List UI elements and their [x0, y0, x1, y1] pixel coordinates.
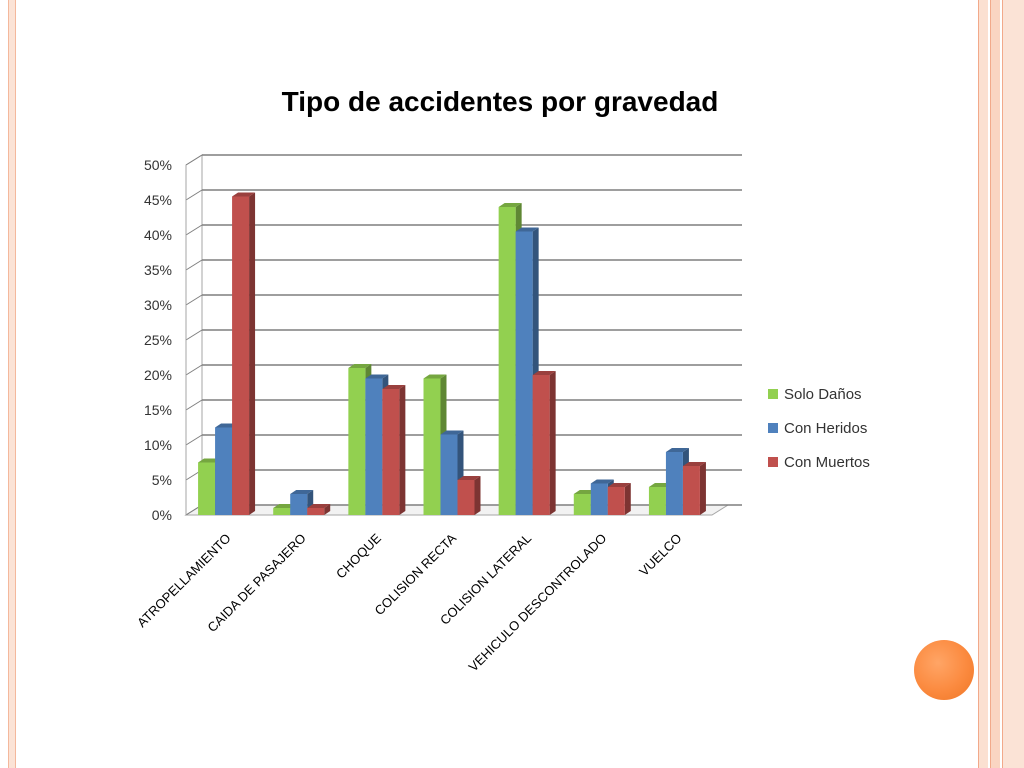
legend-label: Solo Daños [784, 386, 862, 403]
legend-label: Con Heridos [784, 420, 867, 437]
x-tick-label: VUELCO [636, 531, 684, 579]
bar-top [515, 227, 539, 232]
bar-side [699, 462, 706, 515]
bar-solo-da-os [348, 368, 366, 515]
y-tick-label: 40% [144, 227, 172, 243]
bar-top [382, 385, 406, 389]
bar-top [307, 504, 331, 508]
y-tick-label: 25% [144, 332, 172, 348]
bar-con-muertos [607, 487, 625, 515]
chart-title: Tipo de accidentes por gravedad [0, 86, 1000, 118]
bar-top [682, 462, 706, 466]
legend-swatch [768, 423, 778, 433]
y-tick-label: 10% [144, 437, 172, 453]
border-stripe [978, 0, 988, 768]
bar-top [532, 371, 556, 375]
bar-top [498, 203, 522, 207]
bar-con-heridos [440, 434, 458, 515]
bar-solo-da-os [423, 378, 441, 515]
border-stripe [1002, 0, 1024, 768]
y-tick-label: 35% [144, 262, 172, 278]
bar-side [474, 476, 481, 515]
bar-solo-da-os [648, 487, 666, 515]
border-stripe [990, 0, 1000, 768]
bar-con-muertos [382, 389, 400, 515]
bar-con-muertos [532, 375, 550, 515]
bar-side [249, 192, 256, 515]
y-tick-label: 45% [144, 192, 172, 208]
bar-top [348, 364, 372, 368]
gridline-diagonal [185, 364, 203, 376]
bar-solo-da-os [273, 508, 291, 515]
bar-con-heridos [215, 427, 233, 515]
bar-top [590, 479, 614, 484]
bar-side [549, 371, 556, 515]
gridline-diagonal [185, 329, 203, 341]
bar-con-muertos [682, 466, 700, 515]
bar-top [365, 374, 389, 379]
bar-con-heridos [515, 231, 533, 515]
gridline-diagonal [185, 189, 203, 201]
gridline-diagonal [185, 154, 203, 166]
legend-swatch [768, 389, 778, 399]
y-tick-label: 50% [144, 157, 172, 173]
bar-top [440, 430, 464, 435]
x-tick-label: CHOQUE [333, 530, 384, 581]
y-tick-label: 20% [144, 367, 172, 383]
bar-top [423, 374, 447, 379]
legend-label: Con Muertos [784, 454, 870, 471]
gridline-diagonal [185, 399, 203, 411]
bar-top [607, 483, 631, 487]
gridline-diagonal [185, 434, 203, 446]
bar-solo-da-os [573, 494, 591, 515]
bar-side [324, 504, 331, 515]
bar-side [399, 385, 406, 515]
x-tick-label: VEHICULO DESCONTROLADO [465, 531, 609, 675]
bar-solo-da-os [198, 462, 216, 515]
y-tick-label: 30% [144, 297, 172, 313]
bar-solo-da-os [498, 207, 516, 515]
gridline-diagonal [185, 224, 203, 236]
gridline-diagonal [185, 294, 203, 306]
bar-top [232, 192, 256, 197]
legend-swatch [768, 457, 778, 467]
bar-con-muertos [457, 480, 475, 515]
bar-con-heridos [590, 483, 608, 515]
bar-con-heridos [665, 452, 683, 515]
y-tick-label: 15% [144, 402, 172, 418]
slide-left-border [8, 0, 16, 768]
bar-side [624, 483, 631, 515]
y-tick-label: 0% [152, 507, 172, 523]
bar-con-muertos [232, 196, 250, 515]
bar-top [665, 448, 689, 452]
bar-top [290, 490, 314, 494]
bar-con-heridos [290, 494, 308, 515]
bar-con-muertos [307, 508, 325, 515]
bar-top [457, 476, 481, 480]
accent-orb-icon [914, 640, 974, 700]
chart-plot: 0%5%10%15%20%25%30%35%40%45%50%ATROPELLA… [134, 154, 870, 675]
chart-title-text: Tipo de accidentes por gravedad [281, 86, 719, 117]
bar-con-heridos [365, 378, 383, 515]
slide-right-border [978, 0, 1024, 768]
y-tick-label: 5% [152, 472, 172, 488]
gridline-diagonal [185, 259, 203, 271]
x-tick-label: COLISION RECTA [372, 530, 460, 618]
